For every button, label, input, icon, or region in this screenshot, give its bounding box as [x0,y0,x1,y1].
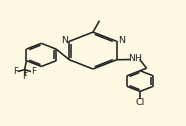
Text: NH: NH [128,54,142,63]
Text: F: F [13,67,18,76]
Text: N: N [61,36,68,45]
Text: F: F [31,67,36,76]
Text: N: N [118,36,125,45]
Text: F: F [22,72,27,81]
Text: Cl: Cl [135,98,145,106]
